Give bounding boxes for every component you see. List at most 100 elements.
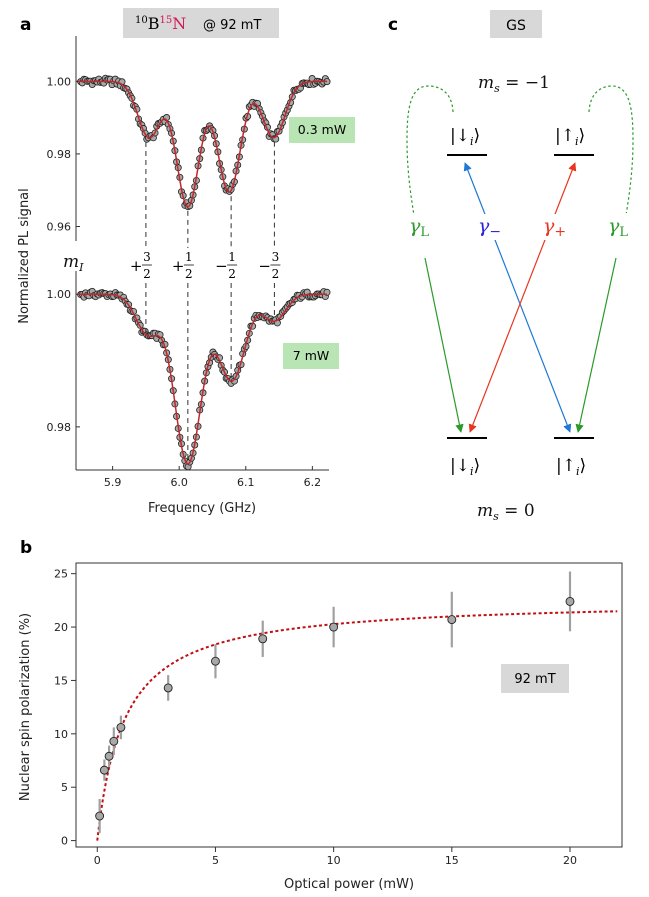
panel-b-xtick-label: 20 xyxy=(563,854,577,867)
title-boron: B xyxy=(148,14,160,33)
panel-b-label: b xyxy=(20,538,32,558)
gamma-plus-sub: + xyxy=(554,224,566,240)
panel-a-top-ytick-label: 0.96 xyxy=(47,220,72,233)
ket-bottom-down-close: ⟩ xyxy=(474,456,481,476)
panel-b-points xyxy=(95,571,575,834)
mI-sign: − xyxy=(258,257,271,275)
ms-bottom-sub: s xyxy=(493,510,499,523)
power-badge-top xyxy=(289,117,355,143)
panel-a-bottom-xticks: 5.9 6.0 6.1 6.2 xyxy=(104,466,321,489)
panel-b-point xyxy=(163,683,173,693)
panel-b-ytick-label: 10 xyxy=(54,728,68,741)
mI-sub: I xyxy=(78,261,84,274)
panel-b-xtick-label: 10 xyxy=(327,854,341,867)
panel-b-ytick-label: 5 xyxy=(61,781,68,794)
gamma-L-left-sym: γ xyxy=(409,215,421,237)
ket-bottom-up: |↑i⟩ xyxy=(556,456,586,478)
ms-bottom-label: ms = 0 xyxy=(477,501,535,523)
panel-a-xtick-label: 6.1 xyxy=(237,476,255,489)
gamma-minus-sub: − xyxy=(489,224,501,240)
power-badge-bottom-text: 7 mW xyxy=(293,348,329,363)
gamma-plus-bg xyxy=(540,214,576,240)
panel-a-top-plot: 1.00 0.98 0.96 0.3 mW xyxy=(47,36,355,241)
title-field: @ 92 mT xyxy=(203,18,261,33)
ket-top-up-sub: i xyxy=(575,135,579,148)
gamma-minus-arrow xyxy=(463,162,572,433)
panel-a-bottom-plot: 1.00 0.98 5.9 6.0 6.1 6.2 7 mW xyxy=(47,271,339,489)
panel-b-field-badge-text: 92 mT xyxy=(514,672,555,687)
panel-b-xtick-label: 0 xyxy=(94,854,101,867)
ket-top-up-close: ⟩ xyxy=(579,126,586,146)
gamma-L-left-label: γL xyxy=(409,215,429,240)
panel-b-point xyxy=(447,615,457,625)
mI-denominator: 2 xyxy=(143,267,151,281)
panel-a-top-yticks: 1.00 0.98 0.96 xyxy=(47,75,80,233)
panel-a-bottom-ytick-label: 0.98 xyxy=(47,421,72,434)
ms-top-sub: s xyxy=(494,82,500,95)
ket-bottom-down-body: |↓ xyxy=(450,456,470,476)
ket-top-down-sub: i xyxy=(470,135,474,148)
gs-badge xyxy=(490,10,542,38)
mI-m: m xyxy=(63,252,79,272)
mI-denominator: 2 xyxy=(228,267,236,281)
panel-a-xtick-label: 5.9 xyxy=(104,476,122,489)
panel-b-point xyxy=(116,722,126,732)
panel-a-ylabel: Normalized PL signal xyxy=(17,188,32,324)
panel-b-ylabel: Nuclear spin polarization (%) xyxy=(18,613,33,801)
panel-a-title-text: 10B15N xyxy=(135,14,186,33)
ket-top-up: |↑i⟩ xyxy=(555,126,585,148)
gamma-plus-label: γ+ xyxy=(543,215,566,240)
panel-b-ytick-label: 25 xyxy=(54,568,68,581)
panel-b-xlabel: Optical power (mW) xyxy=(284,877,414,892)
title-nitrogen: N xyxy=(172,14,186,33)
panel-b-point xyxy=(211,656,220,666)
panel-b-ytick-label: 0 xyxy=(61,835,68,848)
panel-a-xtick-label: 6.0 xyxy=(170,476,188,489)
gamma-minus-label: γ− xyxy=(478,215,501,240)
mI-sign: + xyxy=(172,257,185,275)
panel-b-ytick-label: 20 xyxy=(54,621,68,634)
panel-b-xticks: 0 5 10 15 20 xyxy=(94,847,577,867)
title-sup-10: 10 xyxy=(135,15,148,26)
gamma-L-left-sub: L xyxy=(420,225,429,240)
gamma-L-right-arrow xyxy=(575,257,617,433)
gamma-plus-sym: γ xyxy=(543,215,555,237)
panel-b-point xyxy=(104,751,114,761)
mI-values: +32 +12−12−32 xyxy=(130,250,281,281)
mI-labels: mI +32 +12−12−32 xyxy=(63,250,281,281)
panel-b-xtick-label: 5 xyxy=(212,854,219,867)
title-sup-15: 15 xyxy=(160,15,173,26)
panel-b-point xyxy=(99,765,109,775)
gamma-minus-sym: γ xyxy=(478,215,490,237)
panel-a-xtick-label: 6.2 xyxy=(304,476,322,489)
ms-top-m: m xyxy=(478,73,494,93)
gamma-L-right-loop xyxy=(588,85,634,239)
panel-a-xlabel: Frequency (GHz) xyxy=(148,501,256,516)
ket-bottom-down-sub: i xyxy=(470,465,474,478)
mI-numerator: 3 xyxy=(272,250,280,264)
power-badge-bottom xyxy=(283,343,339,369)
ket-top-down-close: ⟩ xyxy=(474,126,481,146)
panel-b-field-badge xyxy=(501,664,569,693)
panel-b-fit-curve xyxy=(96,610,618,841)
ms-bottom-m: m xyxy=(477,501,493,521)
panel-a-top-fit-line xyxy=(78,80,328,208)
panel-b-point xyxy=(258,634,268,644)
panel-c-label: c xyxy=(388,15,398,35)
panel-b-ytick-label: 15 xyxy=(54,674,68,687)
ket-top-up-text: |↑i⟩ xyxy=(555,126,585,148)
mI-denominator: 2 xyxy=(272,267,280,281)
power-badge-top-text: 0.3 mW xyxy=(298,122,346,137)
panel-a-top-ytick-label: 1.00 xyxy=(47,75,72,88)
panel-a-dashed-guides xyxy=(145,141,275,462)
ms-bottom-val: = 0 xyxy=(499,501,535,521)
gamma-plus-arrow xyxy=(468,162,577,433)
panel-a-bottom-fit-line xyxy=(78,293,327,465)
gs-badge-text: GS xyxy=(506,18,526,34)
panel-b-yticks: 0 5 10 15 20 25 xyxy=(54,568,76,848)
panel-b-point xyxy=(329,622,339,632)
mI-sign: − xyxy=(215,257,228,275)
ket-bottom-down-text: |↓i⟩ xyxy=(450,456,480,478)
gamma-L-right-label: γL xyxy=(608,215,628,240)
panel-a-bottom-points xyxy=(77,287,331,471)
